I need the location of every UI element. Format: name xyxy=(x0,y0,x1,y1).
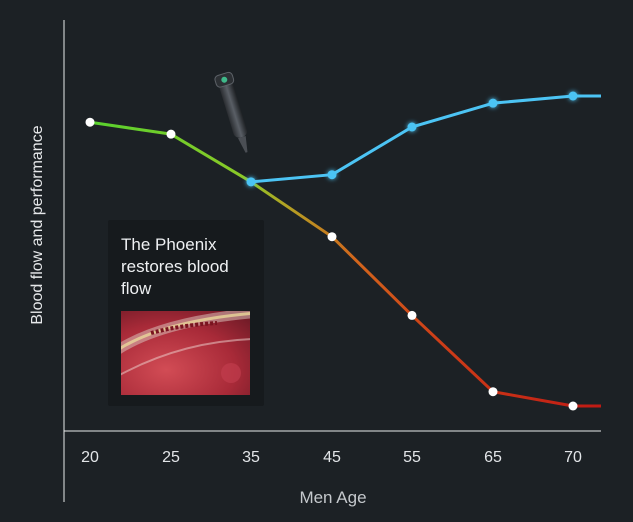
decline-point xyxy=(568,401,578,411)
recovery-point xyxy=(407,122,417,132)
callout-text: The Phoenix restores blood flow xyxy=(121,235,229,298)
device-icon xyxy=(214,71,248,153)
series-layer xyxy=(85,91,601,411)
x-tick-label: 45 xyxy=(323,449,341,466)
decline-point xyxy=(488,387,498,397)
recovery-point xyxy=(488,98,498,108)
recovery-point xyxy=(568,91,578,101)
decline-point xyxy=(166,129,176,139)
recovery-point xyxy=(327,170,337,180)
x-tick-label: 65 xyxy=(484,449,502,466)
callout-box: The Phoenix restores blood flow xyxy=(108,220,264,406)
x-axis-label: Men Age xyxy=(299,488,367,507)
decline-point xyxy=(327,232,337,242)
decline-line xyxy=(89,120,601,408)
x-tick-label: 25 xyxy=(162,449,180,466)
decline-point xyxy=(85,117,95,127)
blood-vessel-image xyxy=(121,311,250,395)
recovery-line xyxy=(250,94,601,184)
x-tick-label: 55 xyxy=(403,449,421,466)
x-tick-label: 35 xyxy=(242,449,260,466)
x-tick-label: 70 xyxy=(564,449,582,466)
x-tick-label: 20 xyxy=(81,449,99,466)
recovery-point xyxy=(246,177,256,187)
y-axis-label: Blood flow and performance xyxy=(29,125,46,325)
decline-point xyxy=(407,310,417,320)
